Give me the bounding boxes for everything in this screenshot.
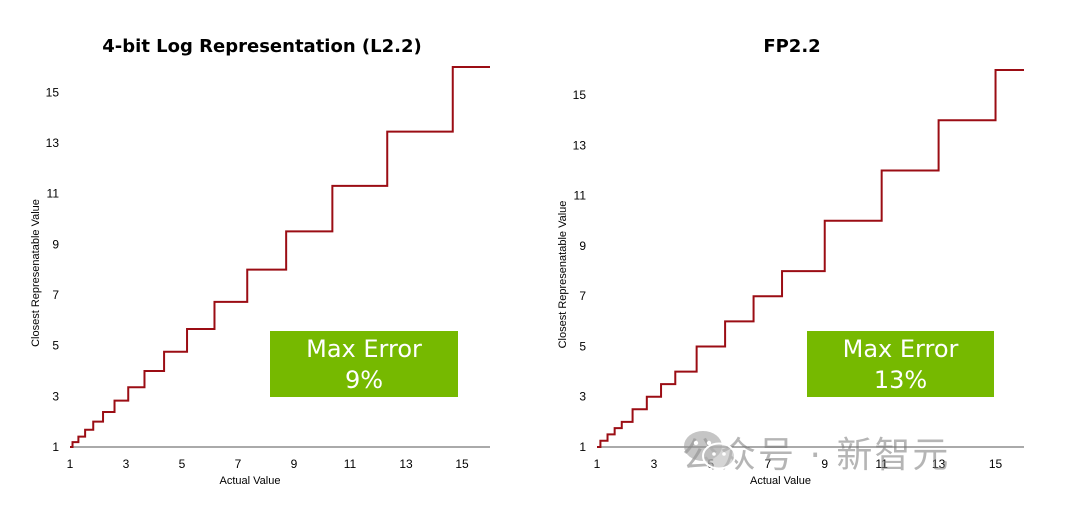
chart-1-y-tick-label: 9: [579, 239, 586, 253]
chart-0-x-tick-label: 3: [123, 457, 130, 471]
chart-1-y-tick-label: 11: [574, 189, 587, 203]
chart-1-series-line-0: [597, 69, 1024, 448]
chart-1-max-error-box: [807, 331, 994, 397]
chart-1-max-error-label: Max Error: [843, 335, 959, 363]
chart-0-series-line-0: [70, 66, 490, 448]
chart-l22-svg: 4-bit Log Representation (L2.2)1 3 5 7 9 11 13…: [30, 36, 490, 487]
chart-1-x-axis-label: Actual Value: [750, 475, 811, 487]
chart-1-x-tick-label: 13: [932, 457, 946, 471]
chart-1-y-tick-label: 1: [579, 440, 586, 454]
chart-0-y-tick-label: 15: [46, 85, 60, 99]
chart-1-y-tick-label: 7: [579, 289, 586, 303]
chart-1-x-tick-label: 9: [821, 457, 828, 471]
chart-0-y-tick-label: 7: [52, 288, 59, 302]
chart-0-x-axis-label: Actual Value: [220, 475, 281, 487]
chart-0-y-tick-label: 5: [52, 339, 59, 353]
chart-0-y-tick-label: 13: [46, 136, 60, 150]
chart-0-x-tick-label: 11: [344, 457, 357, 471]
chart-fp22-svg: FP2.21357911131513579111315Actual ValueC…: [557, 36, 1024, 487]
chart-0-x-tick-label: 15: [455, 457, 469, 471]
chart-0-x-tick-label: 13: [399, 457, 413, 471]
chart-0-y-axis-label: Closest Represenatable Value: [30, 199, 42, 347]
chart-1-title: FP2.2: [763, 36, 820, 57]
chart-0-x-tick-label: 5: [179, 457, 186, 471]
chart-1-y-axis-label: Closest Represenatable Value: [557, 201, 569, 349]
chart-0-title: 4-bit Log Representation (L2.2): [102, 36, 421, 57]
chart-0-max-error-label: Max Error: [306, 335, 422, 363]
chart-0-x-tick-label: 7: [235, 457, 242, 471]
chart-1-x-tick-label: 15: [989, 457, 1003, 471]
chart-1-max-error-value: 13%: [874, 366, 927, 394]
chart-0-max-error-value: 9%: [345, 366, 383, 394]
chart-0-x-tick-label: 1: [67, 457, 74, 471]
chart-0-y-tick-label: 11: [47, 187, 60, 201]
wechat-icon: [684, 431, 736, 470]
chart-1-y-tick-label: 15: [573, 88, 587, 102]
chart-0-y-tick-label: 1: [52, 440, 59, 454]
chart-1-x-tick-label: 1: [594, 457, 601, 471]
chart-1-x-tick-label: 3: [651, 457, 658, 471]
watermark: 公众号 · 新智元: [682, 428, 950, 476]
chart-1-x-tick-label: 11: [875, 457, 888, 471]
chart-1-y-tick-label: 3: [579, 390, 586, 404]
chart-0-y-tick-label: 9: [52, 237, 59, 251]
chart-0-y-tick-label: 3: [52, 389, 59, 403]
chart-0-max-error-box: [270, 331, 458, 397]
chart-0-x-tick-label: 9: [291, 457, 298, 471]
chart-1-y-tick-label: 13: [573, 138, 587, 152]
chart-l22: 4-bit Log Representation (L2.2) 1 3 5 7 9 11 13…: [30, 36, 490, 487]
chart-1-x-tick-label: 7: [764, 457, 771, 471]
chart-1-y-tick-label: 5: [579, 339, 586, 353]
chart-fp22: FP2.21357911131513579111315Actual ValueC…: [540, 0, 1080, 512]
